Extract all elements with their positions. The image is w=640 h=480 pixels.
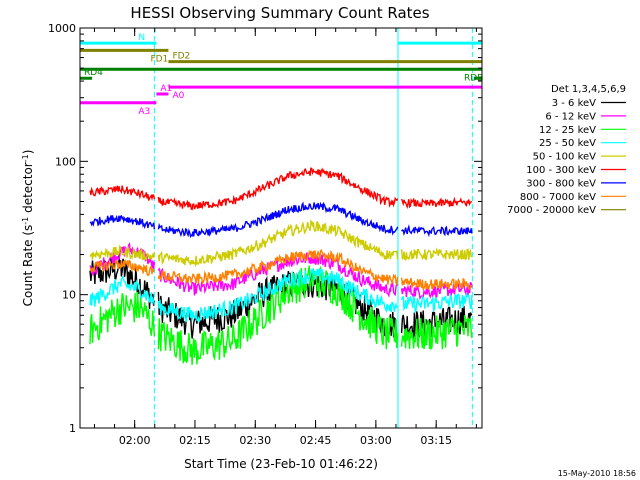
series-line-7-0 [89, 258, 155, 276]
x-tick-label-0: 02:00 [119, 434, 151, 447]
x-axis-label: Start Time (23-Feb-10 01:46:22) [184, 457, 378, 471]
legend-label-4: 50 - 100 keV [533, 152, 597, 163]
flag-label-a1: A1 [160, 84, 172, 94]
x-tick-label-2: 02:30 [239, 434, 271, 447]
legend-label-5: 100 - 300 keV [526, 165, 596, 176]
series-line-4-0 [89, 244, 156, 261]
x-tick-label-3: 02:45 [300, 434, 332, 447]
series-line-3-2 [400, 292, 473, 314]
legend-label-0: 3 - 6 keV [552, 98, 596, 109]
legend-label-1: 6 - 12 keV [545, 111, 596, 122]
flag-label-a3: A3 [138, 107, 150, 117]
series-line-3-1 [157, 268, 398, 323]
series-line-6-1 [157, 201, 399, 239]
legend-label-8: 7000 - 20000 keV [507, 205, 596, 216]
y-axis-label: Count Rate (s-1 detector-1) [21, 150, 35, 307]
y-tick-label-0: 1 [69, 422, 76, 435]
y-tick-label-1: 10 [62, 289, 76, 302]
series-line-7-2 [400, 277, 473, 291]
series-line-2-1 [157, 265, 399, 365]
series-line-5-2 [400, 196, 472, 210]
x-tick-label-4: 03:00 [360, 434, 392, 447]
flag-label-rdb: RDB [464, 73, 483, 83]
flag-label-fd1: FD1 [150, 54, 168, 64]
y-tick-label-3: 1000 [48, 22, 76, 35]
legend: Det 1,3,4,5,6,9 3 - 6 keV 6 - 12 keV 12 - … [507, 84, 626, 216]
legend-header: Det 1,3,4,5,6,9 [551, 84, 626, 95]
series-line-5-0 [89, 185, 156, 202]
legend-label-7: 800 - 7000 keV [520, 192, 596, 203]
legend-label-3: 25 - 50 keV [539, 138, 596, 149]
series-line-3-0 [89, 275, 156, 307]
plot-frame [79, 27, 483, 429]
series-line-7-1 [157, 249, 399, 286]
series-line-5-1 [157, 167, 399, 211]
series-line-4-2 [400, 247, 473, 261]
legend-label-6: 300 - 800 keV [526, 178, 596, 189]
chart-title: HESSI Observing Summary Count Rates [130, 4, 429, 22]
flag-label-a0: A0 [172, 91, 184, 101]
x-tick-label-1: 02:15 [179, 434, 211, 447]
flag-label-fd2: FD2 [172, 52, 190, 62]
flag-label-rd4: RD4 [84, 68, 103, 78]
y-tick-label-2: 100 [55, 155, 76, 168]
x-tick-label-5: 03:15 [420, 434, 452, 447]
series-line-2-0 [89, 292, 156, 345]
series-line-6-2 [401, 224, 473, 238]
series-line-6-0 [89, 214, 156, 230]
flag-label-n: N [138, 33, 145, 43]
series-line-4-1 [157, 219, 399, 268]
series-line-2-2 [400, 315, 473, 352]
legend-label-2: 12 - 25 keV [539, 125, 596, 136]
timestamp: 15-May-2010 18:56 [558, 469, 636, 478]
series-line-1-1 [157, 252, 399, 298]
